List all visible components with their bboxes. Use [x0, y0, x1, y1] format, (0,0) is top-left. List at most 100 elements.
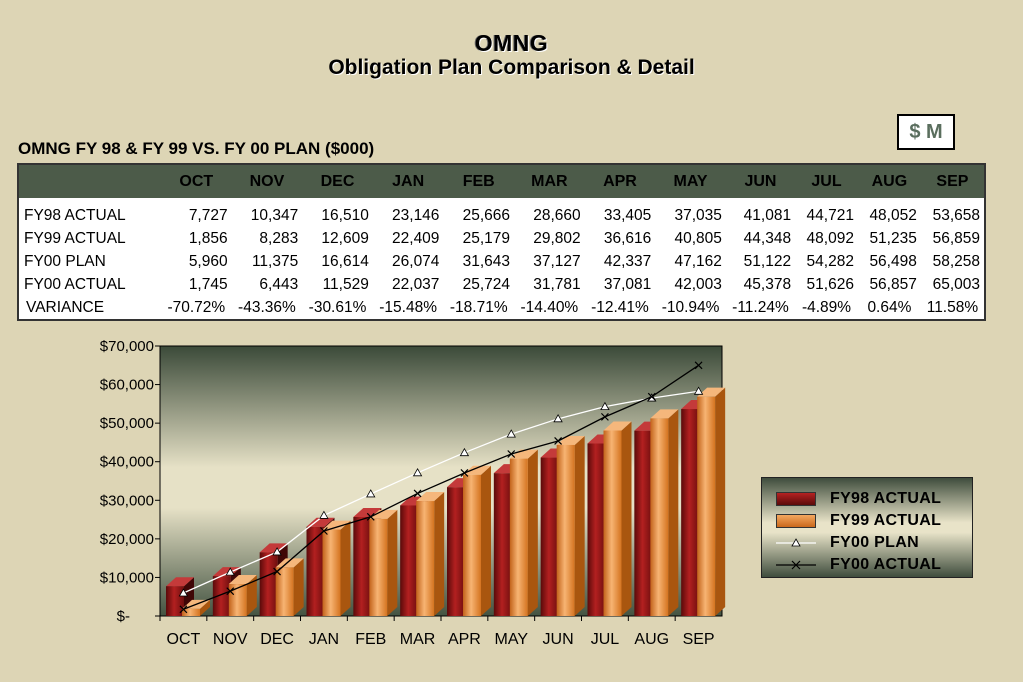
y-tick-label: $60,000: [100, 377, 154, 394]
bar-fy99: [650, 418, 669, 616]
bar-fy99-top: [275, 558, 304, 568]
point-fy00-plan: [178, 588, 189, 597]
x-tick-label: NOV: [213, 631, 248, 648]
bar-fy99-side: [574, 435, 585, 616]
column-header: NOV: [249, 172, 285, 190]
column-header: MAR: [531, 172, 568, 190]
y-tick-label: $50,000: [100, 415, 154, 432]
bar-fy99: [509, 458, 528, 616]
x-tick-label: APR: [448, 631, 481, 648]
table-cell: 0.64%: [867, 298, 912, 316]
legend-label-fy98: FY98 ACTUAL: [830, 490, 942, 507]
table-cell: 29,802: [533, 229, 581, 247]
table-cell: 56,498: [869, 252, 917, 270]
table-cell: 45,378: [743, 275, 792, 293]
bar-fy98: [493, 473, 512, 616]
bar-fy98-top: [259, 543, 288, 553]
bar-fy99-top: [697, 387, 726, 397]
table-cell: -14.40%: [520, 298, 579, 316]
table-row: VARIANCE -70.72% -43.36% -30.61% -15.48% -18.…: [18, 296, 985, 320]
bar-fy99: [697, 396, 716, 616]
point-fy00-actual: [647, 392, 656, 401]
bar-fy99-top: [463, 465, 491, 475]
x-tick-label: MAR: [400, 631, 436, 648]
table-cell: 22,037: [392, 275, 440, 293]
point-fy00-actual: [273, 567, 282, 576]
table-cell: 25,666: [462, 206, 511, 224]
point-fy00-actual: [319, 527, 328, 535]
bar-fy99-side: [527, 449, 538, 616]
data-table: OCT NOV DEC JAN FEB MAR APR MAY JUN JUL …: [17, 163, 986, 321]
table-cell: 56,859: [932, 229, 980, 247]
table-header-row: OCT NOV DEC JAN FEB MAR APR MAY JUN JUL …: [18, 164, 985, 198]
y-tick-label: $20,000: [100, 531, 154, 548]
table-cell: -11.24%: [732, 298, 789, 316]
table-cell: 11,529: [322, 275, 369, 293]
point-fy00-plan: [366, 489, 376, 498]
table-cell: -43.36%: [238, 298, 296, 316]
point-fy00-plan: [225, 567, 235, 576]
bar-fy99-side: [715, 387, 726, 616]
table-cell: -4.89%: [801, 298, 852, 316]
table-cell: 1,745: [188, 275, 228, 293]
point-fy00-actual: [507, 450, 516, 458]
column-header: JUN: [744, 172, 777, 190]
bar-fy98: [587, 443, 606, 616]
table-cell: 51,235: [869, 229, 917, 247]
bar-fy99-top: [509, 449, 538, 459]
y-tick-label: $10,000: [100, 569, 154, 586]
bar-fy98-top: [353, 508, 382, 518]
bar-fy99-top: [228, 575, 257, 585]
x-tick-label: SEP: [683, 631, 715, 648]
table-cell: 31,643: [462, 252, 511, 270]
legend-label-fy00-actual: FY00 ACTUAL: [830, 556, 942, 573]
legend-item-fy00-actual: FY00 ACTUAL: [776, 554, 941, 576]
page-title: OMNG: [474, 30, 549, 56]
bar-fy99-top: [416, 492, 445, 502]
point-fy00-plan: [506, 429, 516, 438]
x-tick-label: JUN: [543, 631, 574, 648]
table-cell: 23,146: [392, 206, 440, 224]
table-cell: 48,052: [869, 206, 917, 224]
point-fy00-actual: [226, 587, 235, 596]
point-fy00-plan: [459, 447, 470, 457]
table-cell: -10.94%: [661, 298, 720, 316]
legend-swatch-fy99: [776, 514, 816, 528]
bar-fy99-top: [369, 509, 398, 519]
point-fy00-plan: [553, 414, 563, 423]
legend-line-actual: [776, 560, 816, 570]
table-cell: 42,337: [603, 252, 652, 270]
y-tick-label: $40,000: [100, 454, 154, 471]
table-row: FY00 PLAN 5,960 11,375 16,614 26,074 31,643 37…: [18, 250, 985, 273]
point-fy00-plan: [600, 401, 610, 411]
table-cell: 41,081: [743, 206, 792, 224]
x-tick-label: OCT: [167, 631, 201, 648]
table-row: FY00 ACTUAL 1,745 6,443 11,529 22,037 25,724 3…: [18, 273, 985, 296]
point-fy00-plan: [319, 510, 329, 519]
table-cell: 26,074: [392, 252, 440, 270]
line-fy00-plan: [183, 390, 699, 594]
bar-fy99-top: [603, 421, 632, 431]
table-cell: -18.71%: [449, 298, 508, 316]
bar-fy99: [182, 608, 200, 616]
table-cell: 22,409: [392, 229, 440, 247]
table-header-corner: [18, 164, 161, 198]
point-fy00-actual: [413, 489, 422, 498]
point-fy00-actual: [554, 437, 563, 445]
table-cell: -30.61%: [308, 298, 367, 316]
table-cell: 53,658: [932, 206, 980, 224]
table-cell: -12.41%: [591, 298, 649, 316]
table-cell: 31,781: [533, 275, 581, 293]
table-cell: 37,081: [603, 275, 652, 293]
bar-fy99-side: [481, 465, 491, 616]
x-tick-label: JAN: [309, 631, 339, 648]
bar-fy98: [540, 457, 559, 616]
column-header: JUL: [811, 172, 842, 190]
x-tick-label: DEC: [260, 631, 294, 648]
table-cell: 5,960: [188, 252, 228, 270]
column-header: OCT: [179, 172, 214, 190]
table-cell: 47,162: [674, 252, 722, 270]
y-tick-label: $30,000: [100, 492, 154, 509]
column-header: DEC: [320, 172, 355, 190]
table-cell: 54,282: [806, 252, 854, 270]
